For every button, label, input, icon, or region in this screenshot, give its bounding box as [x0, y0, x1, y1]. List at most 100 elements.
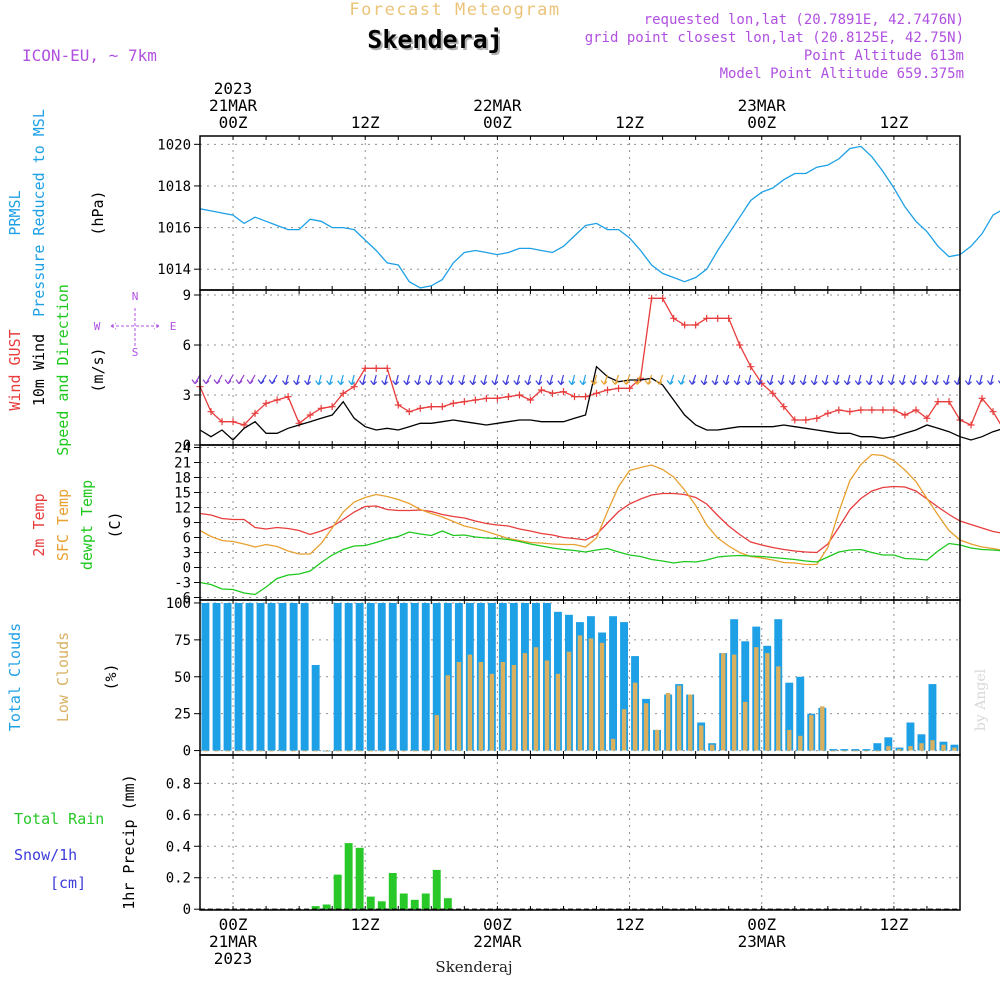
bottom-time-label: 23MAR [738, 932, 787, 951]
bar-total-clouds [278, 603, 287, 751]
wind-direction-arrow [868, 374, 873, 385]
bar-low-clouds [368, 750, 373, 752]
bar-low-clouds [335, 750, 340, 752]
wind-direction-arrowhead [810, 380, 818, 386]
bar-low-clouds [401, 750, 406, 752]
wind-direction-arrow [439, 374, 443, 385]
bar-low-clouds [643, 703, 649, 751]
bar-low-clouds [919, 743, 924, 751]
wind-direction-arrowhead [909, 380, 917, 386]
bar-low-clouds [897, 749, 902, 751]
bar-1hr-precip [377, 901, 386, 910]
gust-marker [725, 314, 733, 322]
wind-direction-arrowhead [235, 379, 243, 385]
wind-direction-arrowhead [920, 380, 928, 386]
gust-marker [372, 364, 380, 372]
gust-marker [802, 416, 810, 424]
bar-total-clouds [355, 603, 364, 751]
bar-low-clouds [621, 709, 627, 751]
wind-direction-arrow [802, 374, 807, 385]
bar-low-clouds [236, 750, 241, 752]
bar-1hr-precip [399, 893, 408, 910]
wind-direction-arrowhead [213, 379, 221, 385]
wind-ylabel: 10m Wind [30, 334, 48, 406]
bar-total-clouds [256, 603, 265, 751]
wind-direction-arrowhead [633, 380, 641, 385]
temperature-ytick-label: 9 [183, 516, 191, 532]
wind-direction-arrowhead [887, 380, 895, 386]
bottom-time-label: 2023 [214, 949, 253, 968]
gust-marker [626, 384, 634, 392]
gust-marker [659, 294, 667, 302]
bar-low-clouds [754, 647, 759, 751]
compass-rose [110, 308, 160, 346]
wind-direction-arrow [417, 374, 421, 385]
wind-direction-arrow [658, 374, 664, 385]
wind-direction-arrow [560, 374, 565, 385]
pressure-frame [199, 135, 961, 291]
model-label: ICON-EU, ~ 7km [22, 46, 157, 65]
precip-ytick-label: 0.8 [166, 776, 191, 792]
gust-marker [394, 401, 402, 409]
gust-marker [284, 393, 292, 401]
wind-direction-arrow [373, 374, 377, 385]
clouds-ylabel: Total Clouds [6, 623, 24, 731]
wind-direction-arrowhead [268, 379, 276, 385]
bar-total-clouds [928, 684, 937, 751]
wind-direction-arrow [691, 374, 697, 385]
wind-direction-arrowhead [425, 380, 433, 386]
bar-1hr-precip [432, 869, 441, 910]
wind-direction-arrow [505, 374, 509, 385]
gust-marker [857, 406, 865, 414]
bar-low-clouds [313, 750, 318, 752]
pressure-ytick-label: 1020 [157, 137, 191, 153]
wind-direction-arrow [450, 374, 454, 385]
wind-direction-arrow [428, 374, 432, 385]
pressure-ylabel: (hPa) [89, 190, 107, 235]
bar-total-clouds [300, 603, 309, 751]
wind-direction-arrowhead [590, 380, 598, 386]
wind-direction-arrowhead [931, 380, 939, 386]
temperature-ytick-label: 12 [174, 501, 191, 517]
gust-marker [824, 409, 832, 417]
bar-total-clouds [388, 603, 397, 751]
model-altitude: Model Point Altitude 659.375m [720, 66, 964, 82]
temperature-series-2m-temp [199, 485, 1000, 554]
clouds-ytick-label: 100 [166, 596, 191, 612]
wind-direction-arrow [472, 374, 476, 385]
temperature-ytick-label: 24 [174, 441, 191, 457]
gust-marker [240, 421, 248, 429]
clouds-ytick-label: 0 [183, 744, 191, 760]
wind-ytick-label: 3 [183, 388, 191, 404]
wind-direction-arrow [747, 374, 752, 385]
bar-1hr-precip [366, 896, 375, 910]
wind-direction-arrow [494, 374, 498, 385]
compass-e: E [170, 320, 177, 333]
gust-marker [890, 406, 898, 414]
bar-low-clouds [875, 750, 880, 752]
bar-low-clouds [357, 750, 362, 752]
wind-direction-arrowhead [799, 380, 807, 386]
compass-n: N [132, 290, 139, 303]
top-time-label: 12Z [879, 113, 908, 132]
wind-ytick-label: 9 [183, 288, 191, 304]
bar-total-clouds [344, 603, 353, 751]
wind-direction-arrow [295, 374, 300, 385]
gust-marker [978, 394, 986, 402]
bar-low-clouds [379, 750, 384, 752]
wind-direction-arrowhead [898, 380, 906, 386]
gust-marker [328, 403, 336, 411]
gust-marker [526, 396, 534, 404]
bar-low-clouds [258, 750, 263, 752]
wind-ylabel: (m/s) [89, 347, 107, 392]
bottom-time-label: 21MAR [209, 932, 258, 951]
wind-direction-arrow [329, 374, 333, 385]
top-time-label: 2023 [214, 79, 253, 98]
bottom-time-label: 12Z [351, 915, 380, 934]
bar-total-clouds [234, 603, 243, 751]
gust-marker [714, 314, 722, 322]
pressure-ytick-label: 1016 [157, 221, 191, 237]
bar-total-clouds [906, 722, 915, 751]
bar-total-clouds [201, 603, 210, 751]
bar-total-clouds [410, 603, 419, 751]
